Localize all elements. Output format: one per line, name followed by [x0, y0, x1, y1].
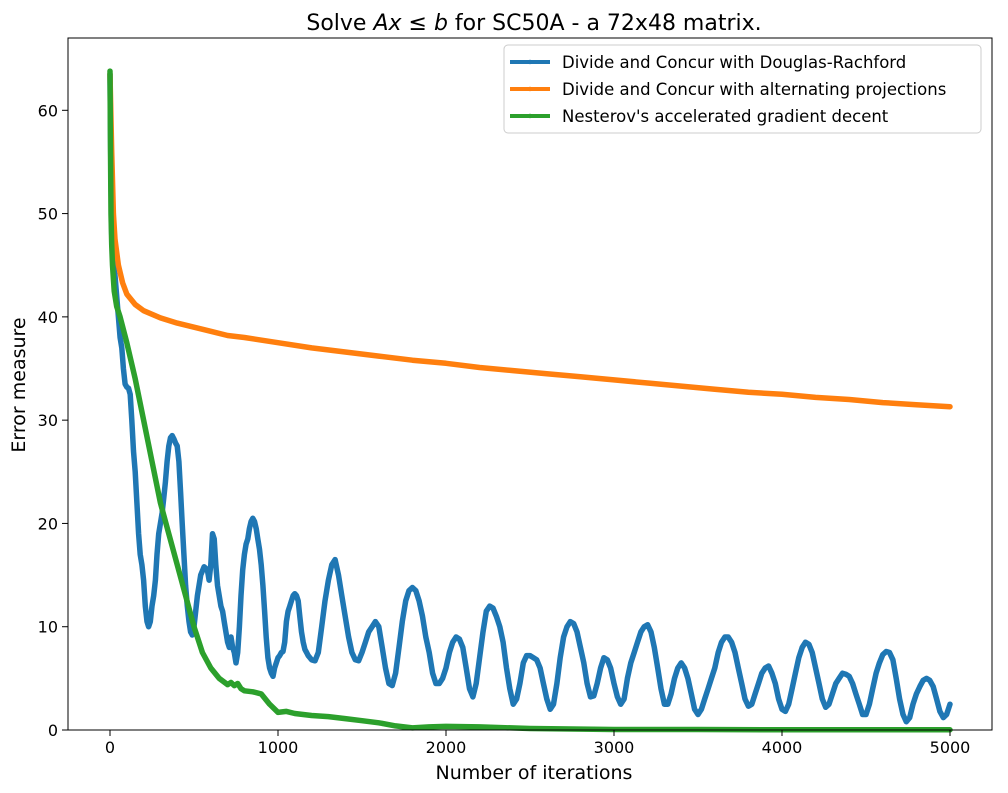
legend-frame [503, 44, 982, 134]
legend-label-2: Divide and Concur with alternating proje… [562, 80, 946, 99]
series-line-3 [107, 68, 953, 733]
y-axis-label: Error measure [8, 317, 30, 452]
x-tick-label: 4000 [762, 738, 803, 757]
title-part-4: b [434, 11, 448, 36]
y-tick-label: 10 [38, 618, 58, 637]
x-axis-label: Number of iterations [436, 762, 633, 784]
series-layer [107, 68, 953, 733]
y-tick-label: 50 [38, 205, 58, 224]
y-tick-label: 0 [48, 721, 58, 740]
x-tick-label: 1000 [258, 738, 299, 757]
legend-marker-3 [527, 113, 533, 119]
y-tick-label: 60 [38, 101, 58, 120]
series-line-1 [107, 71, 953, 725]
plot-frame [67, 37, 993, 731]
legend: Divide and Concur with Douglas-Rachford D… [503, 44, 982, 134]
title-part-1: Solve [306, 11, 373, 36]
chart-title: Solve Ax ≤ b for SC50A - a 72x48 matrix. [306, 11, 761, 36]
y-tick-label: 30 [38, 411, 58, 430]
series-line-2 [107, 71, 953, 410]
legend-marker-2 [527, 86, 533, 92]
x-tick-label: 2000 [426, 738, 467, 757]
legend-label-3: Nesterov's accelerated gradient decent [562, 107, 889, 126]
legend-marker-1 [527, 59, 533, 65]
title-part-2: Ax [371, 11, 402, 36]
x-tick-label: 3000 [594, 738, 635, 757]
y-tick-label: 20 [38, 514, 58, 533]
legend-label-1: Divide and Concur with Douglas-Rachford [562, 53, 906, 72]
title-part-5: for SC50A - a 72x48 matrix. [448, 11, 762, 36]
axis-ticks: 0 1000 2000 3000 4000 5000 0 10 20 30 40 50 60 [38, 101, 971, 757]
y-tick-label: 40 [38, 308, 58, 327]
x-tick-label: 5000 [930, 738, 971, 757]
title-part-3: ≤ [402, 11, 434, 36]
x-tick-label: 0 [105, 738, 115, 757]
